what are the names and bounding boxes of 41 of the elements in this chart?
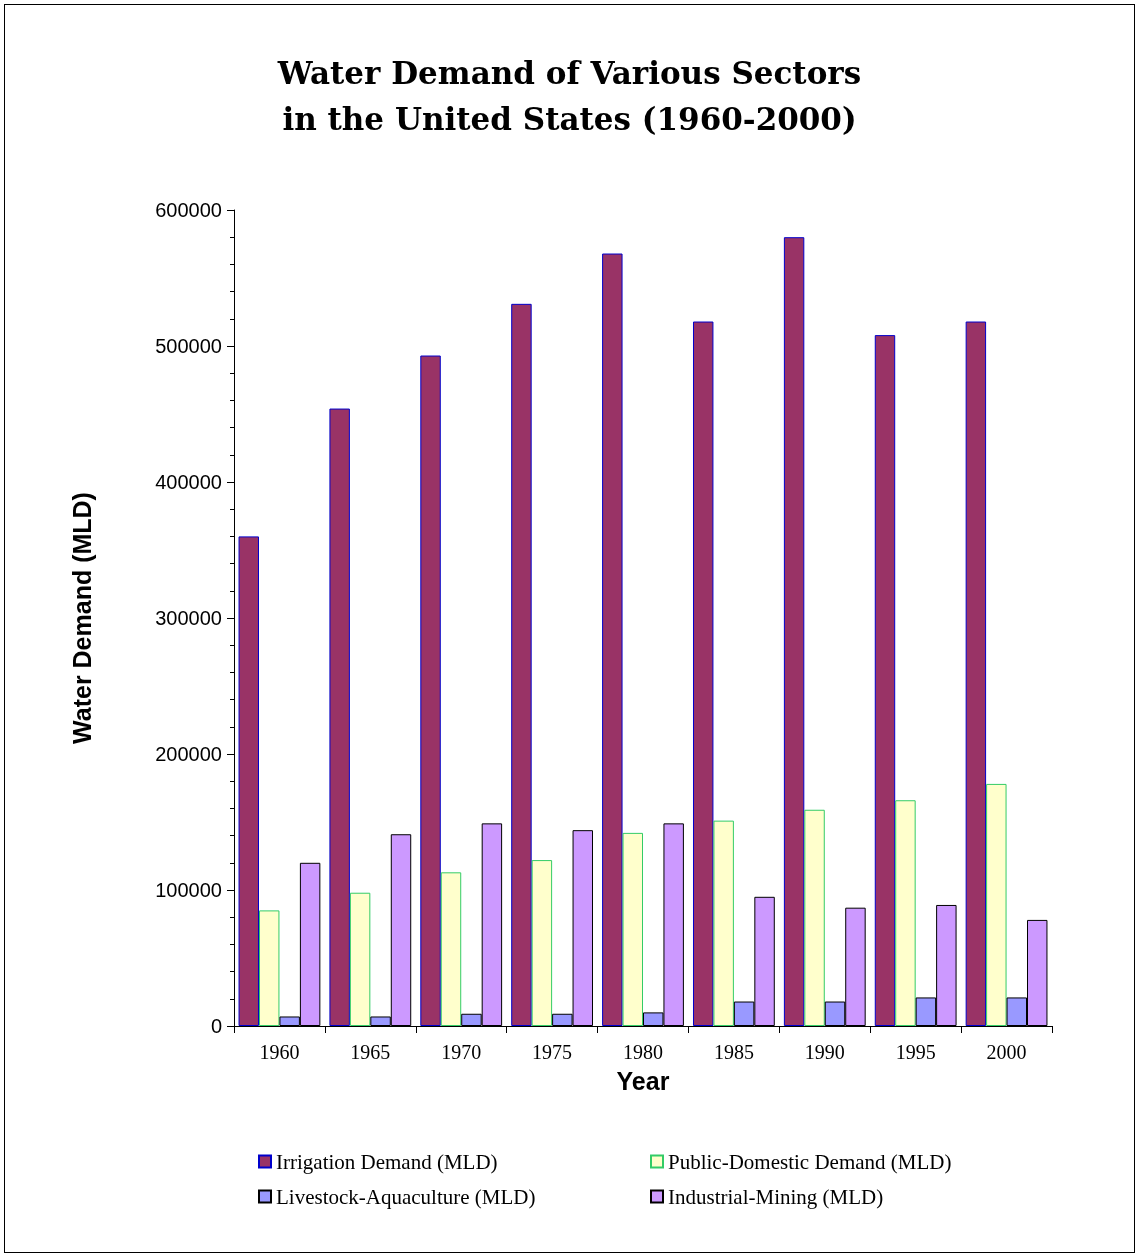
bar (511, 303, 532, 1026)
bar (531, 860, 553, 1026)
bar (602, 253, 623, 1026)
bar (420, 355, 441, 1026)
bar (258, 910, 280, 1026)
y-tick-label: 600000 (155, 199, 222, 221)
bar (692, 321, 714, 1026)
bar (895, 800, 916, 1026)
bar (622, 832, 643, 1026)
bar (783, 237, 805, 1026)
bar (440, 872, 462, 1026)
bar (804, 809, 825, 1026)
bar (349, 892, 371, 1026)
x-tick-label: 1995 (895, 1041, 936, 1063)
chart-title: Water Demand of Various Sectors in the United States (1960-2000) (276, 55, 862, 137)
x-tick-label: 2000 (986, 1041, 1027, 1063)
bar (874, 335, 896, 1026)
bar (329, 408, 350, 1026)
bar (713, 820, 734, 1026)
legend-label: Livestock-Aquaculture (MLD) (276, 1184, 536, 1209)
bar (986, 783, 1007, 1026)
x-axis-title: Year (616, 1066, 670, 1095)
y-axis-title: Water Demand (MLD) (67, 492, 96, 744)
x-tick-label: 1985 (713, 1041, 754, 1063)
legend-label: Irrigation Demand (MLD) (276, 1149, 498, 1174)
bar (238, 536, 259, 1026)
bar (965, 321, 987, 1026)
y-tick-label: 200000 (155, 743, 222, 765)
x-tick-label: 1980 (623, 1041, 663, 1063)
y-tick-label: 0 (210, 1015, 222, 1037)
x-tick-label: 1990 (804, 1041, 845, 1063)
x-tick-label: 1975 (532, 1041, 573, 1063)
x-tick-label: 1965 (350, 1041, 391, 1063)
y-tick-label: 300000 (155, 607, 222, 629)
y-tick-label: 500000 (155, 335, 222, 357)
x-tick-label: 1970 (441, 1041, 482, 1063)
legend-label: Public-Domestic Demand (MLD) (668, 1149, 952, 1174)
legend-label: Industrial-Mining (MLD) (668, 1184, 884, 1209)
y-tick-label: 100000 (155, 879, 222, 901)
x-tick-label: 1960 (259, 1041, 300, 1063)
y-tick-label: 400000 (155, 471, 222, 493)
